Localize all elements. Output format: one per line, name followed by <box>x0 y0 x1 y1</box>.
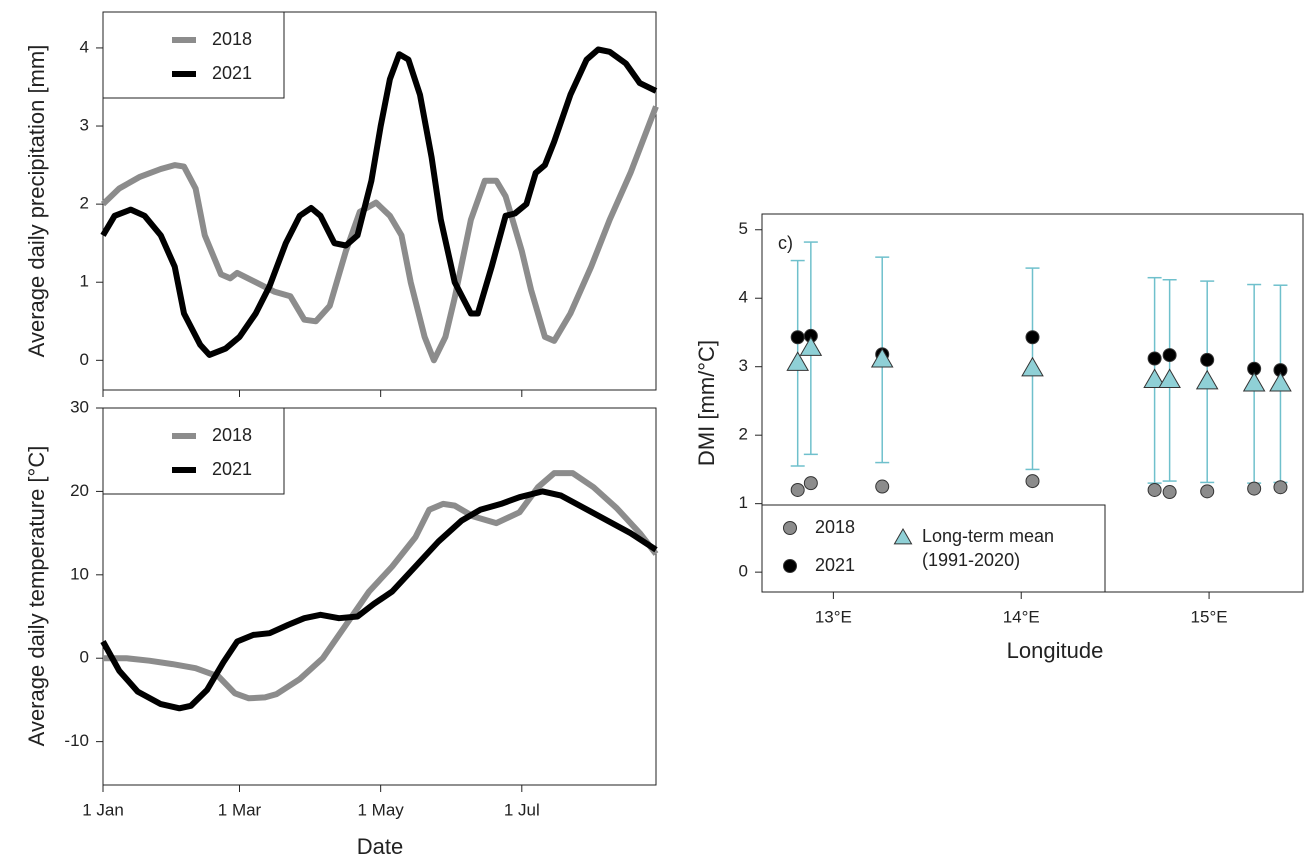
y-axis-label: DMI [mm/°C] <box>694 340 719 466</box>
triangle-marker <box>1021 356 1044 377</box>
circle-marker <box>1025 474 1040 489</box>
triangle-marker <box>799 336 823 356</box>
legend-box <box>102 407 285 495</box>
triangle-marker <box>786 351 810 371</box>
y-tick-label: 4 <box>739 288 748 307</box>
x-tick-label: 1 Jul <box>504 800 540 819</box>
x-tick-label: 1 Mar <box>218 800 262 819</box>
triangle-marker <box>870 347 894 368</box>
circle-marker <box>1162 348 1177 363</box>
data-line <box>100 105 659 364</box>
y-axis-label: Average daily temperature [°C] <box>24 446 49 747</box>
triangle-marker <box>1143 368 1166 389</box>
y-axis-label: Average daily precipitation [mm] <box>24 45 49 358</box>
y-tick-label: 5 <box>739 219 748 238</box>
triangle-marker <box>1158 368 1181 389</box>
y-tick-label: 10 <box>70 564 89 583</box>
y-tick-label: 3 <box>80 116 89 135</box>
x-axis-label: Longitude <box>1007 638 1104 663</box>
x-tick-label: 13°E <box>815 607 852 626</box>
x-tick-label: 1 Jan <box>82 800 124 819</box>
y-tick-label: 3 <box>739 356 748 375</box>
y-tick-label: 0 <box>80 648 89 667</box>
triangle-marker <box>1269 371 1292 392</box>
data-line <box>100 488 658 712</box>
y-tick-label: 1 <box>739 493 748 512</box>
y-tick-label: 0 <box>739 562 748 581</box>
y-tick-label: 20 <box>70 481 89 500</box>
circle-marker <box>1025 330 1040 345</box>
x-axis-label: Date <box>357 834 403 859</box>
y-tick-label: 2 <box>739 425 748 444</box>
data-line <box>103 470 659 702</box>
legend-swatch <box>783 521 797 535</box>
circle-marker <box>790 330 805 345</box>
circle-marker <box>1247 481 1262 496</box>
circle-marker <box>1147 482 1162 497</box>
plot-frame <box>102 407 657 786</box>
triangle-marker <box>1242 371 1266 392</box>
data-line <box>100 46 658 358</box>
circle-marker <box>1273 480 1288 495</box>
legend-label: 2021 <box>815 555 855 575</box>
y-tick-label: 0 <box>80 350 89 369</box>
y-tick-label: 30 <box>70 397 89 416</box>
legend-label: 2018 <box>212 425 252 445</box>
y-tick-label: 2 <box>80 194 89 213</box>
circle-marker <box>1200 352 1215 367</box>
circle-marker <box>1147 351 1162 366</box>
legend-label: 2021 <box>212 63 252 83</box>
x-tick-label: 1 May <box>358 800 405 819</box>
legend-box <box>761 504 1106 593</box>
legend-label: 2021 <box>212 459 252 479</box>
legend-swatch <box>893 527 913 545</box>
circle-marker <box>1200 484 1215 499</box>
x-tick-label: 14°E <box>1003 607 1040 626</box>
circle-marker <box>790 482 805 497</box>
triangle-marker <box>1195 369 1219 390</box>
legend-label: 2018 <box>212 29 252 49</box>
y-tick-label: 1 <box>80 272 89 291</box>
legend-swatch <box>783 559 797 573</box>
circle-marker <box>875 479 890 494</box>
panel-label: c) <box>778 233 793 253</box>
circle-marker <box>1162 485 1177 500</box>
y-tick-label: -10 <box>64 731 89 750</box>
y-tick-label: 4 <box>80 37 89 56</box>
x-tick-label: 15°E <box>1191 607 1228 626</box>
legend-box <box>102 11 285 99</box>
legend-label: 2018 <box>815 517 855 537</box>
legend-label: Long-term mean (1991-2020) <box>922 526 1055 570</box>
circle-marker <box>803 476 818 491</box>
